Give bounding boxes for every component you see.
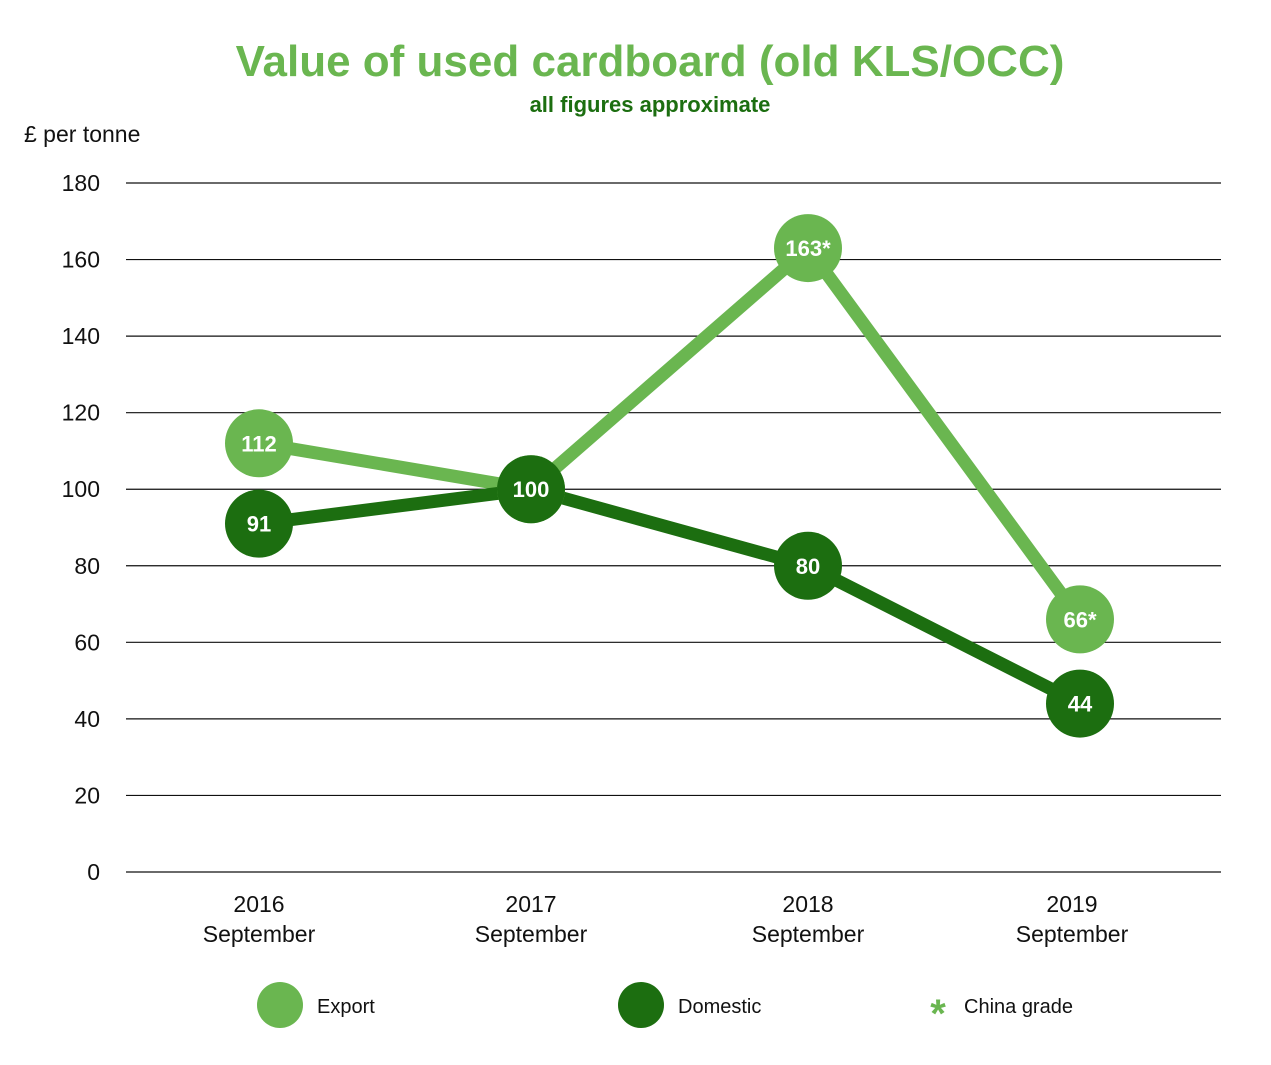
- series-lines: [252, 241, 1087, 711]
- y-tick-label-80: 80: [74, 553, 100, 579]
- x-tick-labels: 2016 September 2017 September 2018 September 2…: [203, 891, 1129, 947]
- y-tick-label-40: 40: [74, 706, 100, 732]
- data-point-domestic-2016: [225, 489, 293, 558]
- legend-label-domestic: Domestic: [678, 996, 761, 1018]
- y-tick-label-140: 140: [62, 323, 100, 349]
- data-label-export-2018: 163*: [785, 236, 831, 261]
- y-tick-labels: 0 20 40 60 80 100 120 140 160 180: [62, 170, 100, 885]
- legend: Export Domestic * China grade: [257, 982, 1073, 1036]
- x-tick-year-2017: 2017: [505, 891, 556, 917]
- chart-subtitle: all figures approximate: [530, 92, 771, 117]
- data-label-domestic-2018: 80: [796, 554, 820, 579]
- x-tick-month-2018: September: [752, 921, 865, 947]
- data-point-export-2018: [774, 214, 842, 283]
- y-axis-label: £ per tonne: [24, 121, 140, 147]
- legend-marker-china-grade: *: [930, 992, 946, 1036]
- y-tick-label-180: 180: [62, 170, 100, 196]
- data-point-domestic-2018: [774, 531, 842, 600]
- data-point-domestic-2017: [497, 455, 565, 524]
- series-line-domestic: [252, 482, 1087, 711]
- data-label-export-2016: 112: [241, 431, 277, 456]
- data-label-domestic-2019: 44: [1068, 692, 1093, 717]
- data-label-domestic-2017: 100: [513, 477, 550, 502]
- legend-marker-export: [257, 982, 303, 1028]
- data-label-domestic-2016: 91: [247, 512, 271, 537]
- y-tick-label-20: 20: [74, 782, 100, 808]
- x-tick-month-2017: September: [475, 921, 588, 947]
- x-tick-year-2018: 2018: [782, 891, 833, 917]
- series-line-export: [252, 241, 1087, 626]
- y-tick-label-60: 60: [74, 629, 100, 655]
- y-tick-label-120: 120: [62, 400, 100, 426]
- data-point-export-2016: [225, 409, 293, 478]
- legend-label-export: Export: [317, 996, 375, 1018]
- data-point-export-2019: [1046, 585, 1114, 654]
- legend-label-china-grade: China grade: [964, 996, 1073, 1018]
- x-tick-year-2019: 2019: [1046, 891, 1097, 917]
- chart-title: Value of used cardboard (old KLS/OCC): [236, 37, 1065, 86]
- x-tick-month-2016: September: [203, 921, 316, 947]
- data-point-domestic-2019: [1046, 669, 1114, 738]
- data-label-export-2019: 66*: [1063, 607, 1096, 632]
- y-tick-label-0: 0: [87, 859, 100, 885]
- legend-marker-domestic: [618, 982, 664, 1028]
- y-tick-label-100: 100: [62, 476, 100, 502]
- grid-layer: [126, 182, 1221, 873]
- x-tick-month-2019: September: [1016, 921, 1129, 947]
- y-tick-label-160: 160: [62, 247, 100, 273]
- x-tick-year-2016: 2016: [233, 891, 284, 917]
